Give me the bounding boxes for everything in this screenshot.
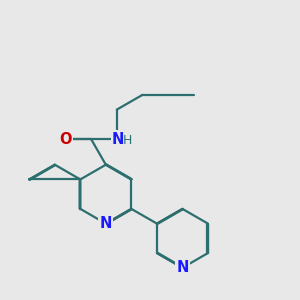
Text: H: H [122, 134, 132, 147]
Text: O: O [59, 132, 72, 147]
Text: N: N [100, 216, 112, 231]
Text: N: N [176, 260, 189, 275]
Text: N: N [112, 132, 124, 147]
